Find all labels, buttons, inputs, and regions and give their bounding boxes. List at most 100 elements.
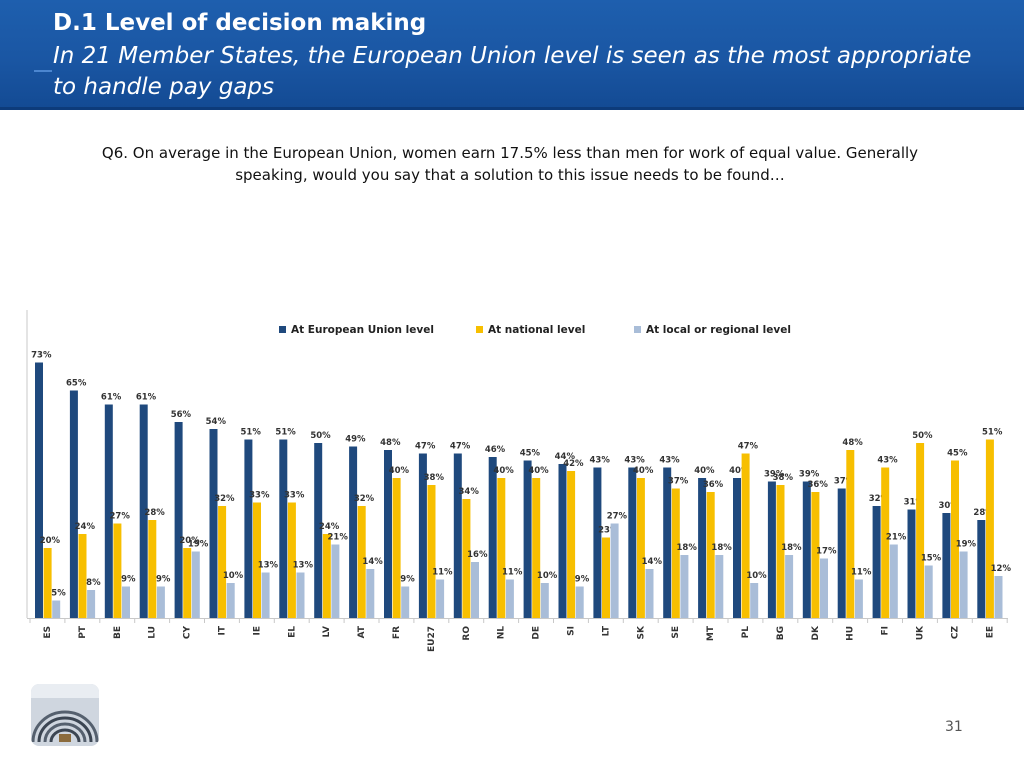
- data-label-local-CZ: 19%: [956, 540, 977, 550]
- data-label-national-PT: 24%: [75, 522, 96, 532]
- category-label-PL: PL: [741, 626, 751, 639]
- category-label-DK: DK: [811, 625, 821, 640]
- data-label-eu-IE: 51%: [241, 428, 262, 438]
- data-label-eu-BE: 61%: [101, 393, 122, 403]
- bar-eu-IE: [244, 439, 253, 618]
- data-label-national-EL: 33%: [284, 491, 305, 501]
- bar-national-SI: [567, 471, 576, 618]
- category-label-EU27: EU27: [427, 626, 437, 652]
- bar-eu-SI: [558, 464, 567, 618]
- bar-local-EL: [296, 572, 305, 618]
- bar-local-EU27: [436, 579, 445, 618]
- bar-national-SK: [636, 478, 645, 618]
- bar-eu-LV: [314, 443, 323, 618]
- data-label-local-ES: 5%: [51, 589, 66, 599]
- data-label-local-HU: 11%: [851, 568, 872, 578]
- bar-national-BG: [776, 485, 785, 618]
- category-label-PT: PT: [78, 625, 88, 639]
- bar-eu-CZ: [942, 513, 951, 618]
- data-label-local-PL: 10%: [746, 571, 767, 581]
- data-label-national-AT: 32%: [354, 494, 375, 504]
- bar-local-LU: [156, 586, 165, 618]
- bar-national-EL: [287, 502, 296, 618]
- bar-local-RO: [471, 562, 479, 618]
- data-label-local-DE: 10%: [537, 571, 558, 581]
- category-label-SK: SK: [636, 625, 646, 639]
- data-label-local-CY: 19%: [188, 540, 209, 550]
- legend-swatch-national: [476, 325, 483, 333]
- bar-national-PL: [741, 453, 750, 618]
- bar-national-SE: [671, 488, 680, 618]
- bar-eu-SK: [628, 467, 637, 618]
- bar-eu-ES: [35, 362, 43, 618]
- data-label-local-IT: 10%: [223, 571, 244, 581]
- category-label-SE: SE: [671, 626, 681, 639]
- data-label-local-PT: 8%: [86, 578, 101, 588]
- parliament-hemicycle-logo: [31, 684, 99, 746]
- bar-local-BE: [122, 586, 130, 618]
- category-label-AT: AT: [357, 625, 367, 638]
- bar-national-HU: [846, 450, 855, 618]
- slide-subtitle: In 21 Member States, the European Union …: [53, 43, 972, 100]
- category-label-DE: DE: [532, 626, 542, 640]
- bar-national-ES: [43, 548, 52, 618]
- bar-national-UK: [916, 443, 925, 618]
- category-label-EE: EE: [985, 626, 995, 638]
- bar-chart: 73% 20% 5% ES 65% 24% 8% PT 61% 27% 9% BE 61% 28% 9% LU…: [26, 310, 1012, 652]
- bar-local-MT: [715, 555, 724, 618]
- category-label-CY: CY: [183, 626, 193, 640]
- data-label-eu-CY: 56%: [171, 410, 192, 420]
- data-label-local-EE: 12%: [991, 564, 1012, 574]
- bar-eu-DK: [802, 481, 811, 618]
- data-label-eu-SE: 43%: [659, 456, 680, 466]
- category-label-UK: UK: [916, 625, 926, 640]
- data-label-local-LT: 27%: [607, 512, 628, 522]
- data-label-local-EL: 13%: [293, 561, 314, 571]
- question-text: Q6. On average in the European Union, wo…: [101, 144, 919, 184]
- data-label-eu-UK: 31%: [904, 498, 925, 508]
- bar-eu-LU: [139, 404, 148, 618]
- bar-national-LT: [602, 537, 610, 618]
- bar-national-MT: [706, 492, 715, 618]
- data-label-local-SK: 14%: [642, 557, 663, 567]
- bar-national-CY: [183, 548, 192, 618]
- data-label-eu-LT: 43%: [590, 456, 611, 466]
- category-label-LT: LT: [601, 625, 611, 636]
- bar-local-FI: [889, 544, 898, 618]
- data-label-eu-EL: 51%: [275, 428, 296, 438]
- bar-national-DK: [811, 492, 820, 618]
- data-label-national-EE: 51%: [982, 428, 1003, 438]
- legend-local: At local or regional level: [634, 324, 791, 340]
- legend-label-local: At local or regional level: [646, 324, 791, 336]
- data-label-eu-DE: 45%: [520, 449, 541, 459]
- bar-eu-UK: [907, 509, 916, 618]
- bar-local-AT: [366, 569, 375, 618]
- bar-eu-MT: [698, 478, 707, 618]
- data-label-local-IE: 13%: [258, 561, 279, 571]
- data-label-eu-AT: 49%: [345, 435, 366, 445]
- data-label-national-CZ: 45%: [947, 449, 968, 459]
- data-label-eu-NL: 46%: [485, 445, 506, 455]
- data-label-eu-ES: 73%: [31, 351, 52, 361]
- bar-national-NL: [497, 478, 506, 618]
- bar-local-ES: [52, 600, 61, 618]
- bar-national-LU: [148, 520, 157, 618]
- data-label-eu-EU27: 47%: [415, 442, 436, 452]
- category-label-BE: BE: [113, 626, 123, 639]
- data-label-local-MT: 18%: [711, 543, 732, 553]
- data-label-local-DK: 17%: [816, 547, 837, 557]
- bar-local-SI: [575, 586, 584, 618]
- bar-eu-RO: [453, 453, 462, 618]
- data-label-national-HU: 48%: [842, 438, 863, 448]
- data-label-national-UK: 50%: [912, 431, 933, 441]
- bar-eu-PT: [69, 390, 78, 618]
- data-label-local-BE: 9%: [121, 575, 136, 585]
- bar-national-DE: [532, 478, 541, 618]
- bar-eu-CY: [174, 422, 183, 618]
- bar-eu-BG: [767, 481, 776, 618]
- bar-national-FI: [881, 467, 890, 618]
- data-label-national-ES: 20%: [40, 536, 61, 546]
- slide-title: D.1 Level of decision making: [53, 10, 427, 36]
- legend-swatch-eu: [279, 325, 286, 333]
- category-label-RO: RO: [462, 626, 472, 641]
